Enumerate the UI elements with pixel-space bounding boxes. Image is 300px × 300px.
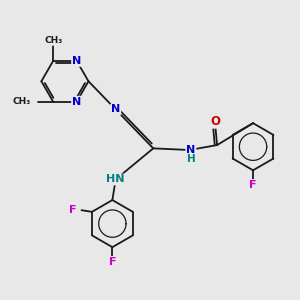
Text: F: F — [249, 180, 257, 190]
Text: CH₃: CH₃ — [44, 36, 62, 45]
Text: HN: HN — [106, 174, 125, 184]
Text: F: F — [69, 205, 76, 215]
Text: N: N — [186, 145, 196, 155]
Text: N: N — [72, 56, 81, 66]
Text: O: O — [210, 115, 220, 128]
Text: H: H — [187, 154, 195, 164]
Text: N: N — [72, 97, 81, 107]
Text: N: N — [111, 104, 120, 115]
Text: CH₃: CH₃ — [13, 97, 31, 106]
Text: F: F — [109, 257, 116, 267]
